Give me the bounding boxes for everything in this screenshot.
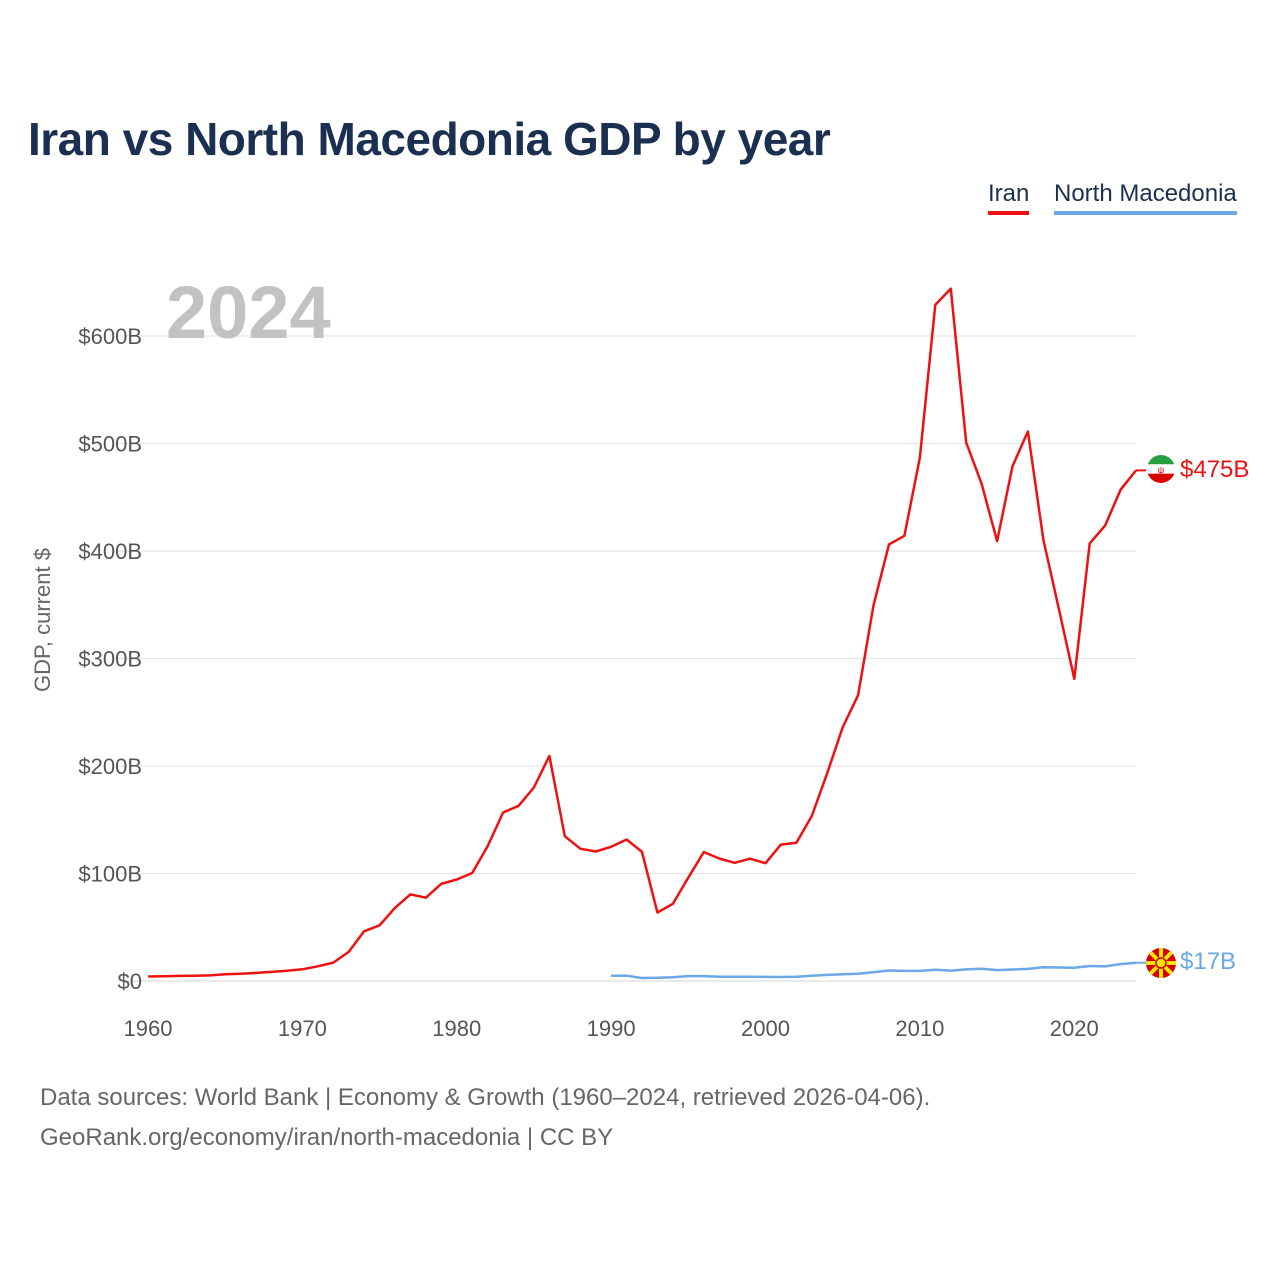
legend-swatch-iran — [988, 211, 1030, 215]
svg-text:ψ: ψ — [1158, 465, 1164, 475]
x-tick-label: 2010 — [895, 1016, 944, 1041]
end-labels: ψ $475B $17B — [1146, 455, 1249, 978]
iran-flag-icon: ψ — [1147, 455, 1175, 483]
legend-label-iran: Iran — [988, 180, 1030, 207]
series-line-iran[interactable] — [147, 287, 1137, 978]
gridlines — [118, 335, 1136, 982]
north-macedonia-end-label: $17B — [1180, 948, 1236, 975]
x-tick-label: 1970 — [278, 1016, 327, 1041]
y-axis-label: GDP, current $ — [30, 548, 55, 692]
x-tick-label: 2000 — [741, 1016, 790, 1041]
chart-title: Iran vs North Macedonia GDP by year — [28, 113, 831, 165]
legend-item-iran[interactable]: Iran — [988, 180, 1030, 215]
legend-swatch-north-macedonia — [1054, 211, 1237, 215]
y-tick-label: $200B — [78, 754, 142, 779]
series-lines — [147, 287, 1146, 980]
x-tick-label: 1960 — [124, 1016, 173, 1041]
y-tick-label: $300B — [78, 647, 142, 672]
footer-sources: Data sources: World Bank | Economy & Gro… — [40, 1084, 931, 1111]
legend-item-north-macedonia[interactable]: North Macedonia — [1054, 180, 1237, 215]
y-tick-label: $600B — [78, 324, 142, 349]
footer-credit[interactable]: GeoRank.org/economy/iran/north-macedonia… — [40, 1124, 614, 1151]
x-tick-label: 2020 — [1050, 1016, 1099, 1041]
legend-label-north-macedonia: North Macedonia — [1054, 180, 1237, 207]
north-macedonia-flag-icon — [1146, 948, 1176, 978]
y-tick-label: $500B — [78, 432, 142, 457]
y-tick-label: $400B — [78, 539, 142, 564]
x-tick-label: 1990 — [587, 1016, 636, 1041]
iran-end-label: $475B — [1180, 456, 1249, 483]
y-tick-label: $100B — [78, 862, 142, 887]
y-axis-ticks: $0 $100B $200B $300B $400B $500B $600B — [78, 324, 142, 994]
series-line-north-macedonia[interactable] — [611, 961, 1137, 980]
x-tick-label: 1980 — [432, 1016, 481, 1041]
y-tick-label: $0 — [118, 969, 142, 994]
year-watermark: 2024 — [166, 271, 331, 354]
x-axis-ticks: 1960 1970 1980 1990 2000 2010 2020 — [124, 1016, 1099, 1041]
